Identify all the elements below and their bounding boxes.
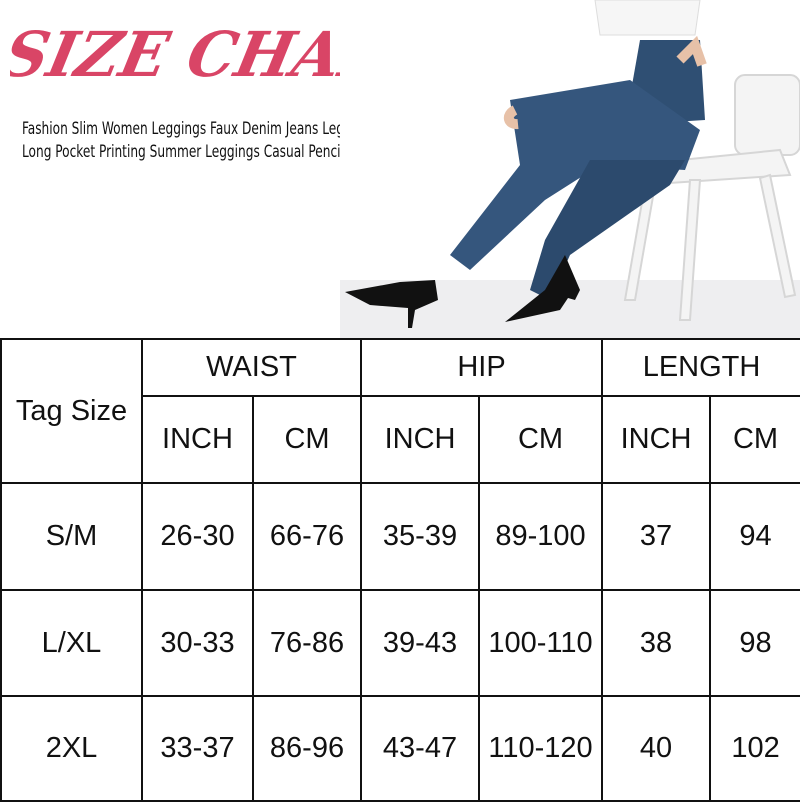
value-cell: 66-76 [251, 482, 363, 591]
product-title: Fashion Slim Women Leggings Faux Denim J… [22, 119, 411, 161]
unit-header: INCH [601, 395, 712, 484]
unit-header: INCH [141, 395, 254, 484]
unit-header: CM [709, 395, 800, 484]
table-row: 2XL 33-37 86-96 43-47 110-120 40 102 [0, 695, 800, 802]
value-cell: 40 [601, 695, 712, 802]
unit-header: CM [478, 395, 604, 484]
product-photo [340, 0, 800, 338]
size-cell: L/XL [0, 589, 143, 697]
value-cell: 38 [601, 589, 712, 697]
value-cell: 98 [709, 589, 800, 697]
size-cell: 2XL [0, 695, 143, 802]
value-cell: 76-86 [251, 589, 363, 697]
value-cell: 39-43 [360, 589, 481, 697]
value-cell: 37 [601, 482, 712, 591]
size-table: Tag Size WAIST HIP LENGTH INCH CM INCH C… [0, 338, 800, 802]
unit-header: CM [251, 395, 363, 484]
waist-header: WAIST [140, 338, 363, 397]
value-cell: 30-33 [141, 589, 254, 697]
length-header: LENGTH [601, 338, 800, 397]
value-cell: 33-37 [141, 695, 254, 802]
tag-size-header: Tag Size [0, 338, 143, 484]
value-cell: 86-96 [251, 695, 363, 802]
value-cell: 102 [709, 695, 800, 802]
value-cell: 89-100 [478, 482, 604, 591]
value-cell: 26-30 [141, 482, 254, 591]
unit-header: INCH [360, 395, 481, 484]
table-row: S/M 26-30 66-76 35-39 89-100 37 94 [0, 482, 800, 591]
value-cell: 110-120 [478, 695, 604, 802]
value-cell: 43-47 [360, 695, 481, 802]
hip-header: HIP [360, 338, 604, 397]
value-cell: 35-39 [360, 482, 481, 591]
value-cell: 94 [709, 482, 800, 591]
size-cell: S/M [0, 482, 143, 591]
value-cell: 100-110 [478, 589, 604, 697]
table-row: L/XL 30-33 76-86 39-43 100-110 38 98 [0, 589, 800, 697]
